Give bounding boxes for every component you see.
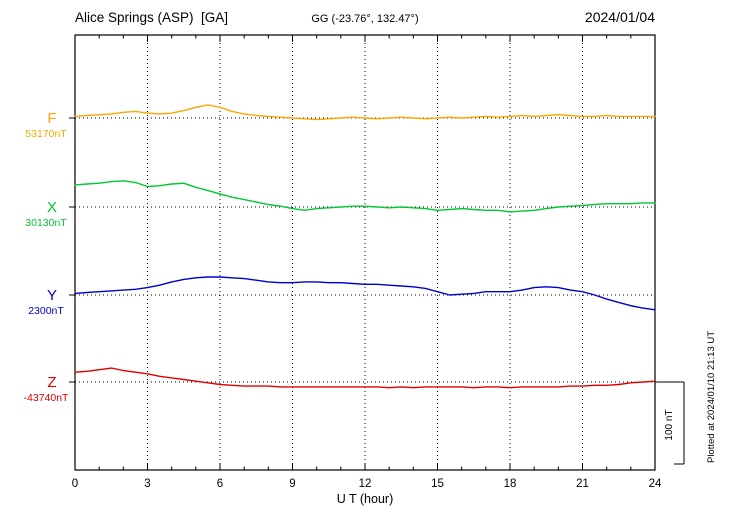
x-tick-label: 24 xyxy=(649,478,662,490)
channel-letter-F: F xyxy=(47,110,56,127)
trace-Z xyxy=(74,367,656,389)
scale-bar-label: 100 nT xyxy=(664,409,675,440)
channel-letter-X: X xyxy=(47,199,57,216)
x-tick-label: 9 xyxy=(289,478,295,490)
footer-note: Plotted at 2024/01/10 21:13 UT xyxy=(706,331,717,463)
station-title: Alice Springs (ASP) [GA] xyxy=(75,10,229,25)
trace-X xyxy=(74,180,656,213)
plot-frame xyxy=(74,34,656,471)
x-tick-label: 6 xyxy=(217,478,223,490)
x-tick-label: 3 xyxy=(144,478,150,490)
channel-letter-Z: Z xyxy=(47,374,56,391)
channel-letter-Y: Y xyxy=(47,287,57,304)
channel-baseline-value-F: 53170nT xyxy=(25,128,67,140)
x-axis-title: U T (hour) xyxy=(336,492,394,506)
channel-baseline-value-X: 30130nT xyxy=(25,217,67,229)
x-tick-label: 0 xyxy=(72,478,78,490)
station-coordinates: GG (-23.76°, 132.47°) xyxy=(311,13,419,25)
plot-date: 2024/01/04 xyxy=(584,9,655,25)
trace-F xyxy=(74,104,656,121)
x-tick-label: 21 xyxy=(576,478,589,490)
x-tick-label: 18 xyxy=(504,478,517,490)
trace-Y xyxy=(74,276,656,311)
x-tick-label: 15 xyxy=(431,478,444,490)
x-tick-label: 12 xyxy=(359,478,372,490)
channel-baseline-value-Z: -43740nT xyxy=(24,392,70,404)
channel-baseline-value-Y: 2300nT xyxy=(28,305,64,317)
